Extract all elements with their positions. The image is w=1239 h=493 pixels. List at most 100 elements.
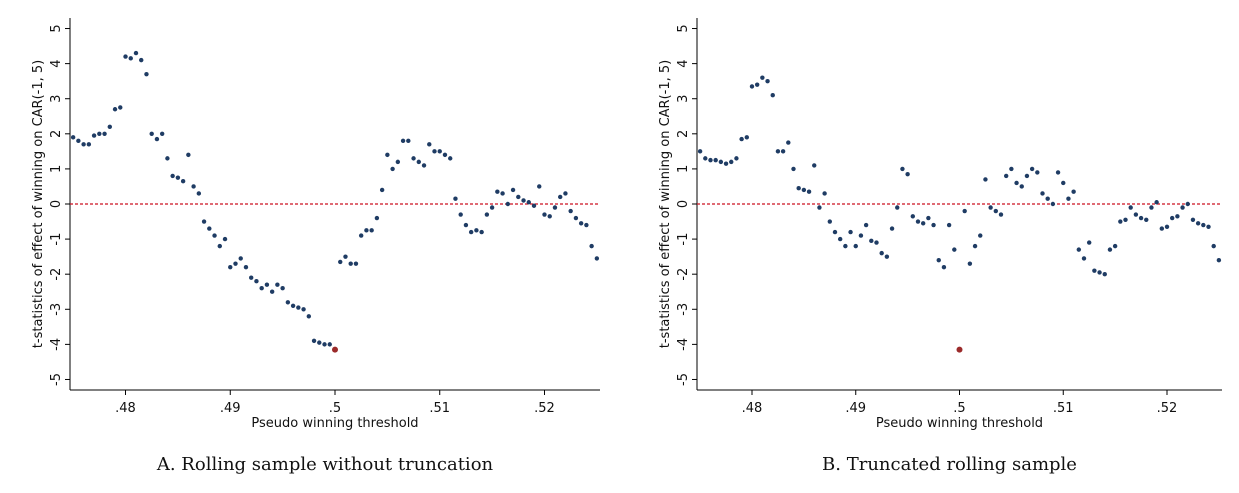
point [703, 156, 708, 161]
point [212, 233, 217, 238]
point [1061, 180, 1066, 186]
point [81, 142, 86, 147]
point [474, 228, 479, 233]
point [1216, 257, 1222, 263]
point [1154, 200, 1159, 205]
point [123, 54, 128, 59]
point [217, 243, 222, 249]
point [222, 236, 228, 242]
point [806, 189, 812, 194]
point [1138, 215, 1144, 221]
point [1144, 217, 1149, 222]
point [542, 212, 547, 217]
point [578, 221, 584, 226]
y-tick-label: 5 [49, 24, 64, 32]
point [1055, 170, 1061, 175]
point [863, 222, 869, 228]
point [1201, 222, 1206, 228]
point [343, 254, 348, 259]
point [228, 264, 233, 270]
point [770, 93, 775, 98]
point [910, 214, 916, 219]
point [552, 205, 558, 210]
y-tick-label: 3 [676, 95, 691, 103]
point [149, 131, 154, 137]
point [1118, 219, 1123, 224]
point [186, 152, 191, 158]
point [983, 177, 988, 182]
point [993, 208, 999, 214]
point [1164, 224, 1170, 230]
y-axis-label: t-statistics of effect of winning on CAR… [658, 60, 673, 348]
point [765, 78, 770, 84]
point [1206, 224, 1211, 230]
point [1024, 173, 1030, 179]
point [285, 300, 291, 305]
point [972, 243, 978, 249]
point [729, 159, 734, 165]
point [1128, 205, 1133, 210]
x-axis-label: Pseudo winning threshold [251, 416, 418, 431]
point [978, 233, 983, 238]
point [479, 229, 484, 235]
point [154, 136, 160, 142]
y-tick-label: -4 [49, 338, 64, 351]
caption: B. Truncated rolling sample [822, 454, 1077, 475]
point [848, 229, 853, 235]
point [1185, 201, 1190, 207]
x-tick-label: .5 [329, 401, 341, 416]
point [905, 171, 910, 177]
x-axis-label: Pseudo winning threshold [876, 416, 1043, 431]
point [102, 131, 107, 137]
point [526, 200, 531, 205]
y-tick-label: -2 [676, 268, 691, 281]
point [547, 214, 552, 219]
point [563, 191, 568, 196]
point [1003, 173, 1009, 179]
point [718, 159, 724, 165]
point [967, 261, 973, 266]
point [754, 82, 760, 87]
x-tick-label: .52 [1157, 401, 1178, 416]
point [895, 205, 900, 210]
point [1180, 205, 1185, 210]
point [86, 142, 92, 147]
point [801, 187, 807, 193]
point [348, 261, 353, 266]
point [306, 314, 312, 319]
point [1019, 184, 1024, 189]
point [900, 166, 905, 172]
point [97, 131, 102, 137]
point [296, 305, 301, 310]
point [780, 149, 786, 154]
point [697, 149, 703, 154]
point [139, 57, 144, 63]
point [400, 138, 406, 144]
x-tick-label: .51 [1053, 401, 1074, 416]
y-tick-label: -5 [49, 373, 64, 386]
point [537, 184, 542, 189]
point [505, 201, 511, 207]
y-tick-label: 0 [676, 200, 691, 208]
point [1086, 240, 1092, 245]
point [920, 221, 926, 226]
y-tick-label: -5 [676, 373, 691, 386]
y-tick-label: 1 [676, 165, 691, 173]
point [432, 149, 437, 154]
point [353, 261, 359, 266]
point [421, 163, 427, 168]
y-tick-label: 3 [49, 95, 64, 103]
point [557, 194, 563, 200]
point [128, 56, 133, 61]
point [822, 191, 827, 196]
x-tick-label: .48 [115, 401, 136, 416]
point [411, 156, 416, 161]
point [338, 259, 343, 265]
point [165, 156, 170, 161]
point [379, 187, 385, 193]
point [1211, 243, 1216, 249]
point [175, 175, 181, 180]
point [238, 256, 243, 261]
point [1009, 166, 1014, 172]
